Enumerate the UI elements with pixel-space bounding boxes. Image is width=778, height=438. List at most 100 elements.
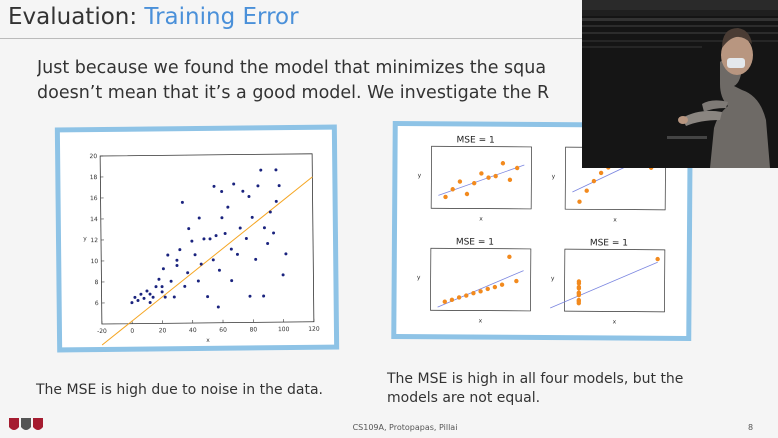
data-point (478, 289, 483, 294)
data-point (576, 299, 581, 304)
data-point (220, 216, 224, 220)
data-point (576, 284, 582, 290)
intro-line: doesn’t mean that it’s a good model. We … (37, 83, 550, 103)
presenter-video-frame (582, 0, 778, 168)
subplot-area (430, 145, 532, 210)
subplot-title: MSE = 1 (457, 135, 495, 145)
data-point (160, 285, 164, 289)
data-point (256, 184, 260, 188)
y-tick-label: 18 (90, 174, 98, 181)
y-axis-label: y (551, 275, 555, 282)
plot-area (99, 153, 315, 325)
data-point (216, 305, 220, 309)
data-point (190, 239, 194, 243)
y-tick-label: 16 (90, 195, 98, 202)
data-point (175, 258, 179, 262)
slide-title: Evaluation: Training Error (8, 4, 299, 30)
y-tick-label: 10 (91, 258, 99, 265)
y-axis-label: y (83, 235, 87, 242)
data-point (145, 289, 149, 293)
presenter-video (582, 0, 778, 168)
title-divider (0, 38, 778, 39)
x-tick-label: 40 (189, 327, 197, 334)
x-tick-label: 120 (308, 326, 320, 333)
data-point (471, 290, 476, 296)
data-point (272, 231, 276, 235)
data-point (142, 296, 146, 300)
page-number: 8 (748, 423, 754, 432)
data-point (199, 262, 203, 266)
data-point (244, 236, 248, 240)
data-point (157, 277, 161, 281)
data-point (485, 286, 490, 292)
data-point (172, 295, 176, 299)
data-point (514, 165, 520, 171)
data-point (262, 294, 266, 298)
data-point (169, 279, 173, 283)
subplot-title: MSE = 1 (456, 237, 494, 247)
data-point (514, 278, 519, 284)
footer-credits: CS109A, Protopapas, Pillai (352, 423, 458, 432)
caption-noise: The MSE is high due to noise in the data… (36, 382, 323, 398)
data-point (183, 284, 187, 288)
data-point (139, 292, 143, 296)
data-point (161, 267, 165, 271)
x-tick-label: 20 (159, 327, 167, 334)
data-point (160, 290, 164, 294)
x-tick-label: 0 (130, 328, 134, 335)
data-point (591, 178, 597, 184)
data-point (175, 263, 179, 267)
data-point (281, 273, 285, 277)
data-point (235, 252, 239, 256)
intro-text: Just because we found the model that min… (37, 56, 597, 106)
y-tick-label: 14 (90, 216, 98, 223)
data-point (277, 184, 281, 188)
data-point (450, 187, 455, 192)
data-point (576, 281, 582, 286)
slide-header: Evaluation: Training Error (0, 0, 778, 38)
y-tick-label: 12 (90, 237, 98, 244)
data-point (230, 279, 234, 283)
data-point (208, 237, 212, 241)
data-point (274, 168, 278, 172)
noise-scatter-chart: -20 0 20 40 60 80 100 120 6 8 10 12 14 16 18 20 x y (83, 153, 320, 346)
data-point (471, 181, 477, 186)
data-point (598, 170, 604, 176)
data-point (507, 177, 513, 183)
data-point (274, 199, 278, 203)
data-point (250, 215, 254, 219)
data-point (266, 242, 270, 246)
fit-line (101, 176, 313, 346)
data-point (655, 256, 660, 262)
data-point (206, 295, 210, 299)
x-tick-label: 60 (219, 327, 227, 334)
data-point (202, 237, 206, 241)
data-point (196, 279, 200, 283)
data-point (479, 171, 484, 176)
data-point (449, 297, 455, 303)
noise-scatter-frame: -20 0 20 40 60 80 100 120 6 8 10 12 14 16 18 20 x y (54, 124, 340, 353)
data-point (151, 295, 155, 299)
data-point (464, 191, 470, 197)
data-point (148, 300, 152, 304)
data-point (507, 254, 512, 260)
data-point (284, 252, 288, 256)
data-point (226, 205, 230, 209)
data-point (212, 184, 216, 188)
y-tick-label: 6 (95, 300, 99, 307)
data-point (197, 216, 201, 220)
y-tick-label: 20 (89, 153, 97, 160)
subplot-title: MSE = 1 (590, 238, 628, 248)
data-point (241, 189, 245, 193)
data-point (193, 253, 197, 257)
data-point (223, 231, 227, 235)
y-tick-label: 8 (95, 279, 99, 286)
data-point (133, 295, 137, 299)
data-point (217, 268, 221, 272)
y-axis-label: y (552, 173, 556, 180)
data-point (211, 258, 215, 262)
subplot-area (430, 247, 532, 312)
data-point (214, 234, 218, 238)
data-point (442, 299, 447, 304)
title-prefix: Evaluation: (8, 4, 145, 30)
